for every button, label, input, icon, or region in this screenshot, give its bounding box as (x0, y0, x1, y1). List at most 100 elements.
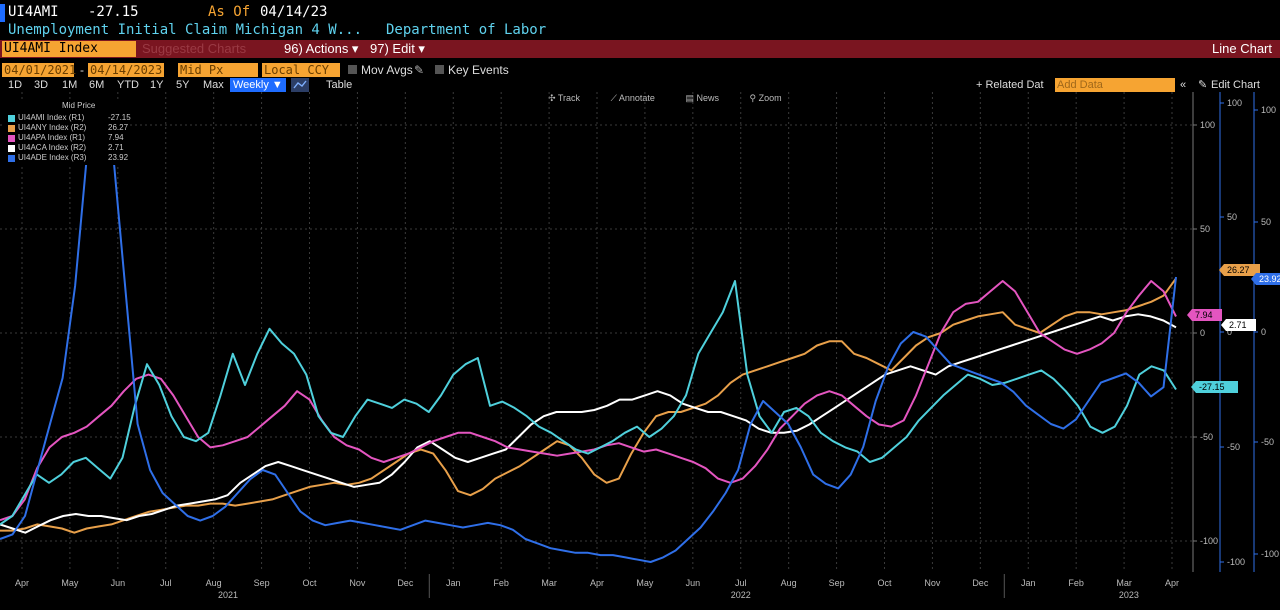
last-value-tag-label: 7.94 (1195, 310, 1213, 320)
last-value-tag-ui4ami (1191, 381, 1238, 393)
legend-item[interactable]: UI4APA Index (R1) 7.94 (8, 133, 128, 143)
last-value-tag-label: 2.71 (1229, 320, 1247, 330)
range-5y[interactable]: 5Y (176, 79, 190, 91)
last-value-tag-label: 23.92 (1259, 274, 1280, 284)
axis-r3-label: 0 (1261, 327, 1266, 337)
x-tick-label: May (636, 578, 654, 588)
range-ytd[interactable]: YTD (117, 79, 139, 91)
last-value-tag-ui4aca (1221, 319, 1256, 331)
axis-r1-label: 50 (1200, 224, 1210, 234)
line-style-icon[interactable] (291, 78, 309, 92)
x-tick-label: Sep (254, 578, 270, 588)
x-tick-label: Oct (302, 578, 317, 588)
table-button[interactable]: Table (326, 79, 353, 91)
pencil-icon[interactable]: ✎ (414, 63, 425, 77)
x-tick-label: Aug (206, 578, 222, 588)
edit-menu[interactable]: 97) Edit ▾ (370, 41, 425, 56)
axis-r3-label: -50 (1261, 437, 1274, 447)
range-bar: 1D 3D 1M 6M YTD 1Y 5Y Max Weekly ▼ Table… (0, 78, 1280, 92)
key-events-label: Key Events (448, 63, 509, 77)
range-6m[interactable]: 6M (89, 79, 105, 91)
x-year-label: 2022 (731, 590, 751, 600)
x-tick-label: Jun (686, 578, 701, 588)
range-1m[interactable]: 1M (62, 79, 78, 91)
collapse-icon[interactable]: « (1180, 79, 1187, 91)
x-tick-label: Jun (111, 578, 126, 588)
x-tick-label: Jan (1021, 578, 1036, 588)
x-year-label: 2021 (218, 590, 238, 600)
axis-r1-label: 100 (1200, 120, 1215, 130)
annotate-tool[interactable]: ⟋ Annotate (610, 93, 655, 103)
legend-item[interactable]: UI4ANY Index (R2) 26.27 (8, 123, 128, 133)
legend-series-name: UI4APA Index (R1) (18, 133, 85, 142)
axis-r3-label: 50 (1261, 217, 1271, 227)
legend-series-name: UI4ANY Index (R2) (18, 123, 87, 132)
related-data-button[interactable]: + Related Dat (976, 79, 1044, 91)
x-tick-label: Mar (541, 578, 557, 588)
news-tool-label: News (696, 93, 719, 103)
x-tick-label: Apr (1165, 578, 1179, 588)
chart-legend: Mid Price UI4AMI Index (R1) -27.15 UI4ANY … (4, 101, 131, 165)
axis-r3-label: 100 (1261, 105, 1276, 115)
legend-item[interactable]: UI4ADE Index (R3) 23.92 (8, 153, 128, 163)
mov-avgs-checkbox[interactable] (348, 65, 357, 74)
currency-select[interactable]: Local CCY (262, 63, 340, 77)
legend-series-name: UI4ACA Index (R2) (18, 143, 87, 152)
edit-chart-button[interactable]: Edit Chart (1211, 79, 1260, 91)
legend-series-value: 2.71 (108, 143, 124, 152)
range-1y[interactable]: 1Y (150, 79, 164, 91)
x-tick-label: Mar (1116, 578, 1132, 588)
x-tick-label: Jul (735, 578, 747, 588)
description-row: Unemployment Initial Claim Michigan 4 W.… (8, 22, 546, 38)
legend-swatch (8, 135, 15, 142)
legend-item[interactable]: UI4AMI Index (R1) -27.15 (8, 113, 131, 123)
series-line-ui4ami (0, 280, 1177, 526)
actions-menu[interactable]: 96) Actions ▾ (284, 41, 359, 56)
chart-type-label[interactable]: Line Chart (1212, 41, 1272, 56)
track-tool-label: Track (557, 93, 581, 103)
start-date-field[interactable]: 04/01/2021 (2, 63, 77, 77)
range-3d[interactable]: 3D (34, 79, 49, 91)
legend-item[interactable]: UI4ACA Index (R2) 2.71 (8, 143, 128, 153)
axis-r2-label: 50 (1227, 212, 1237, 222)
x-year-label: 2023 (1119, 590, 1139, 600)
news-tool[interactable]: ▤ News (685, 93, 719, 103)
x-tick-label: Jan (446, 578, 461, 588)
axis-r2-label: -100 (1227, 557, 1245, 567)
zoom-tool[interactable]: ⚲ Zoom (749, 93, 782, 103)
series-line-ui4aca (0, 313, 1177, 534)
legend-swatch (8, 125, 15, 132)
legend-series-value: -27.15 (108, 113, 131, 122)
date-separator: - (80, 63, 84, 77)
frequency-select[interactable]: Weekly ▼ (230, 78, 286, 92)
track-tool[interactable]: ✣ Track (548, 93, 581, 103)
ticker-symbol[interactable]: UI4AMI (8, 4, 59, 20)
ticker-marker (0, 4, 5, 22)
last-value-tag-ui4any (1219, 264, 1260, 276)
range-1d[interactable]: 1D (8, 79, 23, 91)
x-tick-label: Nov (924, 578, 941, 588)
suggested-charts-button[interactable]: Suggested Charts (142, 41, 247, 56)
x-tick-label: Aug (781, 578, 797, 588)
line-chart[interactable]: Apr May Jun Jul Aug Sep Oct Nov Dec Jan Feb Mar Apr M… (0, 92, 1280, 610)
x-tick-label: Nov (349, 578, 366, 588)
last-value-tag-label: 26.27 (1227, 265, 1250, 275)
x-tick-label: Dec (397, 578, 414, 588)
series-line-ui4apa (0, 280, 1177, 522)
last-value-tag-label: -27.15 (1199, 382, 1225, 392)
x-tick-label: Feb (1068, 578, 1084, 588)
security-input[interactable]: UI4AMI Index (2, 41, 136, 57)
legend-series-name: UI4AMI Index (R1) (18, 113, 85, 122)
price-type-select[interactable]: Mid Px (178, 63, 258, 77)
key-events-checkbox[interactable] (435, 65, 444, 74)
x-tick-label: Oct (877, 578, 892, 588)
add-data-input[interactable]: Add Data (1055, 78, 1175, 92)
as-of-date: 04/14/23 (260, 4, 328, 20)
date-controls: 04/01/2021 - 04/14/2023 Mid Px Local CCY… (0, 62, 1280, 78)
range-max[interactable]: Max (203, 79, 224, 91)
legend-series-value: 7.94 (108, 133, 124, 142)
edit-chart-pencil-icon[interactable]: ✎ (1198, 79, 1208, 91)
legend-series-value: 23.92 (108, 153, 129, 162)
axis-r2-label: 0 (1227, 327, 1232, 337)
end-date-field[interactable]: 04/14/2023 (88, 63, 164, 77)
